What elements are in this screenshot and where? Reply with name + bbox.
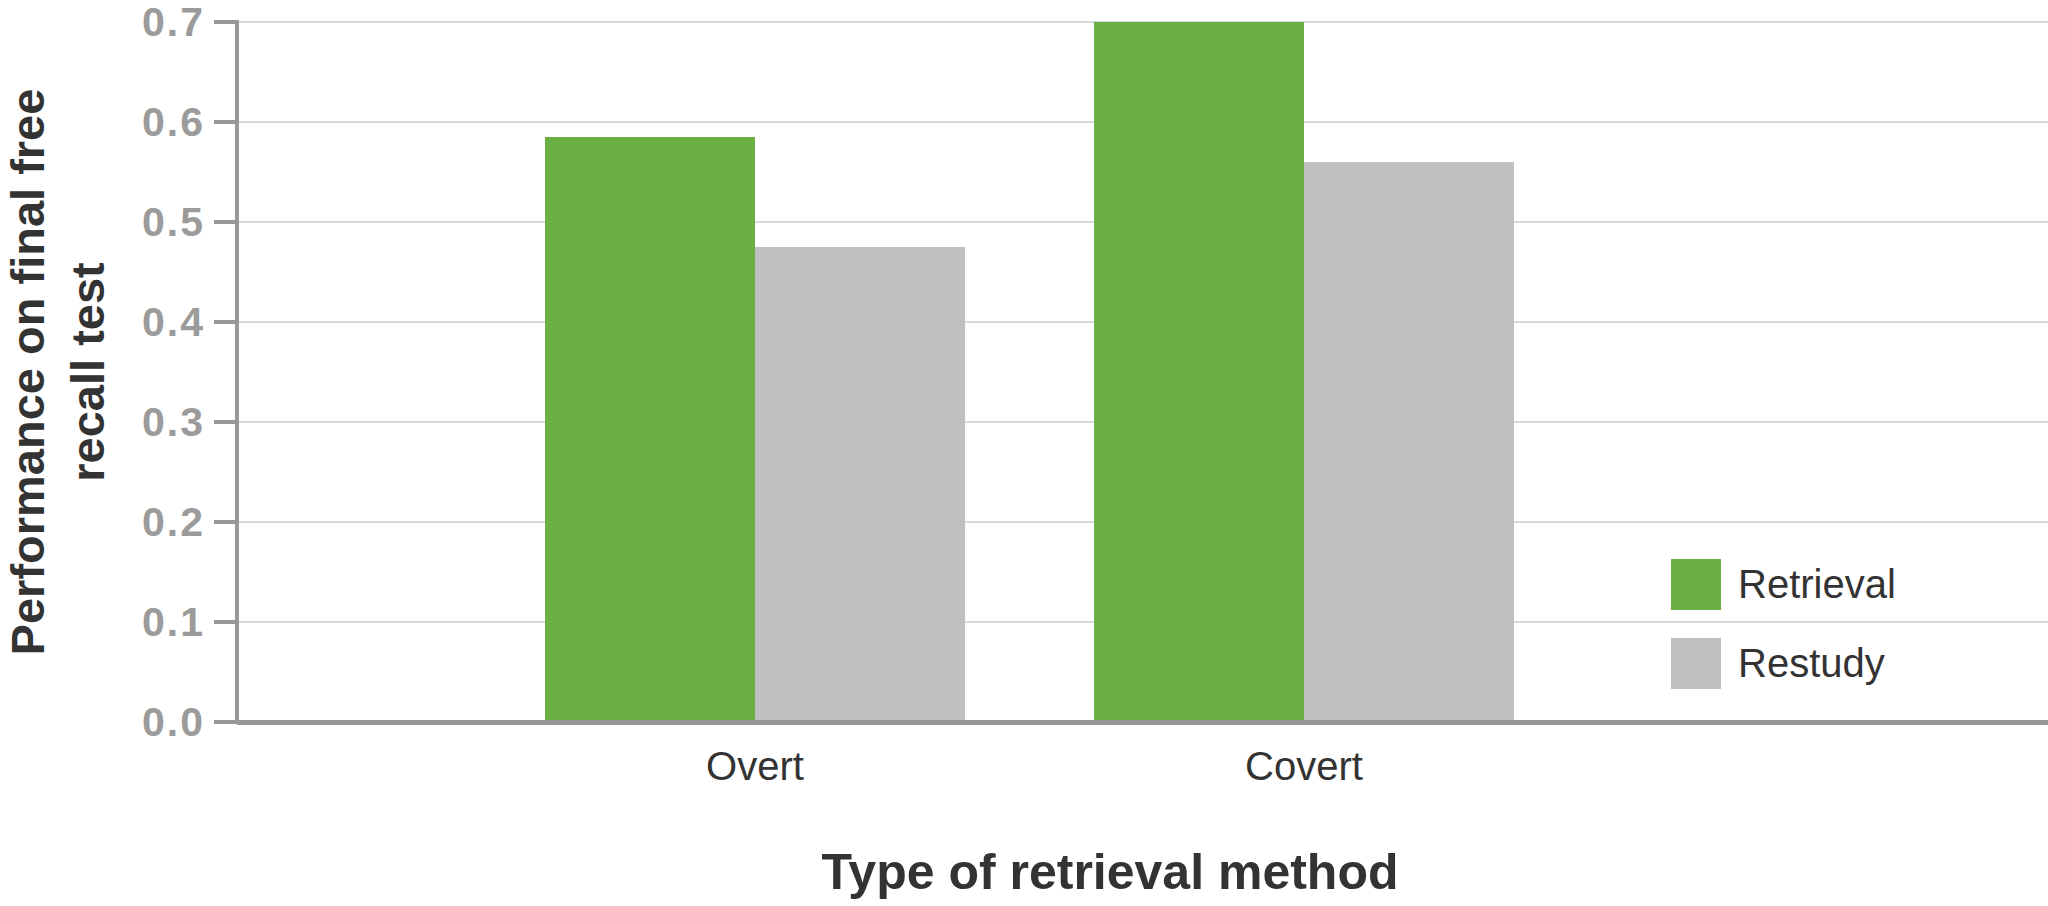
y-axis-line <box>235 20 239 723</box>
y-axis-title-line1: Performance on final free <box>0 89 58 656</box>
retrieval-swatch-icon <box>1671 559 1721 610</box>
legend-entry-retrieval: Retrieval <box>1671 558 1896 610</box>
y-axis-tick <box>214 520 238 524</box>
y-axis-tick-label: 0.7 <box>60 0 205 45</box>
legend-label-restudy: Restudy <box>1738 641 1885 686</box>
bar-covert-restudy <box>1304 162 1514 722</box>
bar-overt-restudy <box>755 247 965 722</box>
bar-chart: Performance on final free recall test 0.… <box>0 0 2048 906</box>
y-axis-tick <box>214 220 238 224</box>
bar-covert-retrieval <box>1094 22 1304 722</box>
y-axis-tick <box>214 620 238 624</box>
x-category-label-covert: Covert <box>1245 744 1363 789</box>
legend-entry-restudy: Restudy <box>1671 637 1885 689</box>
y-axis-tick <box>214 320 238 324</box>
y-axis-tick <box>214 120 238 124</box>
legend-label-retrieval: Retrieval <box>1738 562 1896 607</box>
y-axis-tick-label: 0.0 <box>60 699 205 745</box>
restudy-swatch-icon <box>1671 638 1721 689</box>
x-axis-title: Type of retrieval method <box>822 843 1399 901</box>
x-axis-baseline <box>237 720 2048 725</box>
y-axis-tick <box>214 720 238 724</box>
y-axis-title-line2: recall test <box>58 89 118 656</box>
bar-overt-retrieval <box>545 137 755 722</box>
y-axis-tick <box>214 420 238 424</box>
x-category-label-overt: Overt <box>706 744 804 789</box>
y-axis-tick <box>214 20 238 24</box>
y-axis-title: Performance on final free recall test <box>0 89 118 656</box>
